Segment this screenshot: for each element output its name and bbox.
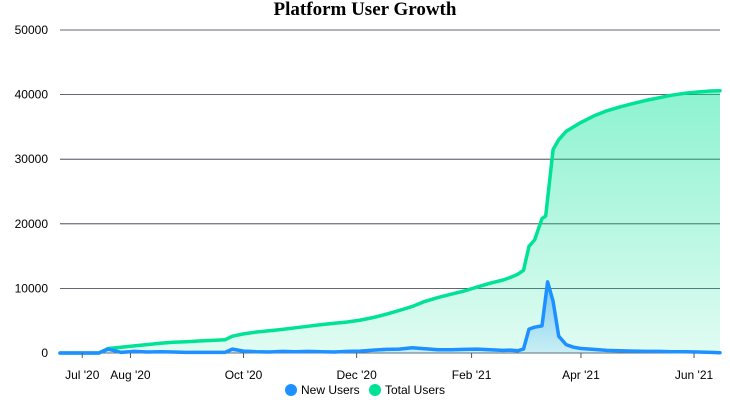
chart-title: Platform User Growth	[274, 0, 457, 20]
y-tick-label: 20000	[15, 217, 49, 231]
series-area-1	[60, 281, 720, 353]
x-tick-label: Jun '21	[675, 368, 714, 382]
x-tick-label: Jul '20	[65, 368, 100, 382]
y-tick-label: 30000	[15, 152, 49, 166]
y-tick-label: 0	[41, 346, 48, 360]
legend-label[interactable]: New Users	[301, 383, 360, 397]
legend: New Users Total Users	[285, 383, 445, 397]
series-line-0	[58, 88, 722, 355]
legend-marker[interactable]	[285, 384, 297, 396]
series-line-1	[58, 280, 722, 355]
legend-marker[interactable]	[369, 384, 381, 396]
y-tick-label: 50000	[15, 23, 49, 37]
legend-label[interactable]: Total Users	[385, 383, 445, 397]
x-tick-label: Aug '20	[110, 368, 151, 382]
x-tick-label: Feb '21	[452, 368, 492, 382]
y-tick-label: 10000	[15, 281, 49, 295]
x-tick-label: Dec '20	[336, 368, 377, 382]
series-area-0	[60, 90, 720, 353]
y-tick-label: 40000	[15, 88, 49, 102]
x-tick-label: Oct '20	[225, 368, 263, 382]
x-tick-label: Apr '21	[562, 368, 600, 382]
